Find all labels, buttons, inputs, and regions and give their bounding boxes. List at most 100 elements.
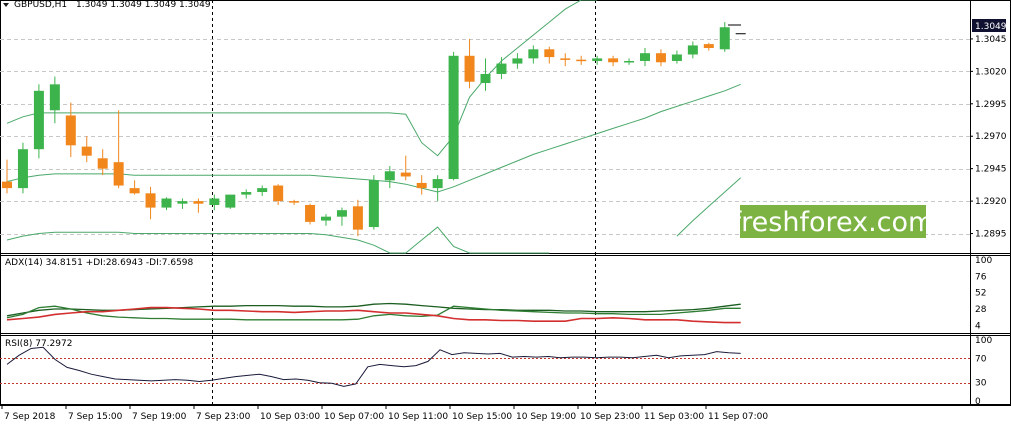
candle-body xyxy=(560,58,571,60)
candle xyxy=(464,38,475,89)
candle-body xyxy=(65,115,76,146)
candle xyxy=(65,102,76,157)
rsi-tick-label: 100 xyxy=(975,336,992,346)
candle-body xyxy=(703,44,714,49)
watermark-text: freshforex.com xyxy=(732,207,935,238)
candle-body xyxy=(464,55,475,82)
candle-body xyxy=(273,185,284,202)
adx-lines xyxy=(6,302,741,324)
watermark: freshforex.com xyxy=(732,205,935,238)
candle xyxy=(496,57,507,80)
symbol-arrow-icon xyxy=(3,3,9,7)
candle-body xyxy=(400,172,411,177)
candle xyxy=(305,203,316,225)
candle-body xyxy=(209,198,220,205)
candle xyxy=(193,198,204,213)
adx-tick-label: 4 xyxy=(975,321,981,331)
candle xyxy=(225,194,236,209)
x-tick-label: 10 Sep 23:00 xyxy=(580,412,640,422)
candle-body xyxy=(655,53,666,63)
adx-series-line xyxy=(6,306,741,324)
rsi-lines xyxy=(6,346,741,387)
candle-body xyxy=(305,204,316,222)
x-tick-label: 10 Sep 11:00 xyxy=(388,412,448,422)
candle-body xyxy=(544,49,555,58)
candle-body xyxy=(49,84,60,111)
candle xyxy=(113,110,124,189)
axis-labels: 1.3045 1.3020 1.2995 1.2970 1.2945 1.2920 1.28… xyxy=(1,35,1007,422)
candle-body xyxy=(719,27,730,50)
candle xyxy=(97,149,108,176)
rsi-series-line xyxy=(6,346,741,387)
candle xyxy=(655,49,666,67)
candle-body xyxy=(2,181,12,189)
candle-body xyxy=(33,90,44,150)
candle-body xyxy=(496,63,507,74)
adx-tick-label: 76 xyxy=(975,272,987,282)
candle-body xyxy=(480,73,491,84)
x-tick-label: 7 Sep 19:00 xyxy=(132,412,187,422)
candle-body xyxy=(336,210,347,217)
candle xyxy=(17,142,28,194)
candle xyxy=(703,42,714,51)
candle xyxy=(544,46,555,64)
adx-tick-label: 100 xyxy=(975,256,992,266)
rsi-title: RSI(8) 77.2972 xyxy=(5,339,72,349)
candle xyxy=(528,45,539,64)
rsi-tick-label: 30 xyxy=(975,379,987,389)
candle xyxy=(416,175,427,195)
candle xyxy=(209,194,220,211)
x-tick-label: 7 Sep 15:00 xyxy=(68,412,123,422)
x-tick-label: 10 Sep 19:00 xyxy=(516,412,576,422)
ohlc-label: 1.3049 1.3049 1.3049 1.3049 xyxy=(76,0,211,10)
symbol-label: GBPUSD,H1 xyxy=(14,0,67,10)
candle xyxy=(161,197,172,211)
candle xyxy=(145,186,156,220)
candle xyxy=(592,55,603,65)
x-tick-label: 7 Sep 23:00 xyxy=(196,412,251,422)
rsi-tick-label: 70 xyxy=(975,354,987,364)
candle xyxy=(129,180,140,195)
candle xyxy=(273,184,284,205)
adx-series-line xyxy=(6,305,741,321)
candle xyxy=(608,55,619,67)
candle-body xyxy=(512,58,523,64)
y-tick-label: 1.3045 xyxy=(975,35,1007,45)
x-tick-label: 10 Sep 15:00 xyxy=(452,412,512,422)
candle xyxy=(512,53,523,69)
candle xyxy=(671,50,682,64)
candle-body xyxy=(129,188,140,194)
y-tick-label: 1.3020 xyxy=(975,67,1007,77)
y-tick-label: 1.2995 xyxy=(975,100,1007,110)
candle xyxy=(352,199,363,237)
candle xyxy=(640,48,650,67)
adx-title: ADX(14) 34.8151 +DI:28.6943 -DI:7.6598 xyxy=(5,258,194,268)
candle-body xyxy=(257,188,268,193)
candle-body xyxy=(640,53,650,61)
candle-body xyxy=(592,58,603,61)
candle-body xyxy=(17,149,28,189)
x-tick-label: 11 Sep 07:00 xyxy=(708,412,768,422)
candle xyxy=(687,41,698,59)
adx-tick-label: 28 xyxy=(975,305,987,315)
candle xyxy=(560,53,571,67)
y-tick-label: 1.2895 xyxy=(975,230,1007,240)
candle-body xyxy=(193,201,204,204)
candle-body xyxy=(432,179,443,189)
candle-body xyxy=(177,201,188,204)
y-tick-label: 1.2970 xyxy=(975,132,1007,142)
candle xyxy=(177,198,188,209)
current-price-tag: 1.3049 xyxy=(728,19,1007,32)
candle xyxy=(624,58,635,65)
candle xyxy=(368,175,379,230)
candle-body xyxy=(113,162,124,186)
candle-body xyxy=(671,54,682,61)
candle-body xyxy=(576,59,587,62)
symbol-header: GBPUSD,H1 1.3049 1.3049 1.3049 1.3049 xyxy=(3,0,211,10)
chart-frame xyxy=(0,0,1011,406)
candle xyxy=(321,214,331,226)
candle xyxy=(241,189,252,199)
candlestick-series xyxy=(2,22,746,237)
candle xyxy=(33,84,44,159)
